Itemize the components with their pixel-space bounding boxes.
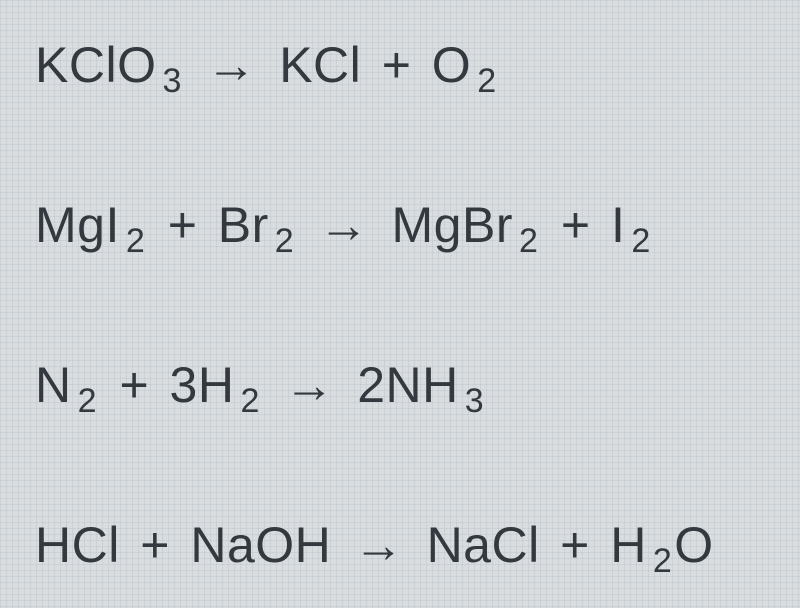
arrow-icon: → [284,360,335,410]
token: O [674,517,713,573]
subscript: 3 [162,62,181,100]
subscript: 2 [240,382,259,420]
subscript: 3 [465,382,484,420]
token: N [35,357,72,413]
equation-text: N2 + 3H2 → 2NH3 [35,360,765,410]
subscript: 2 [275,222,294,260]
token: NaOH [190,517,331,573]
token: 2NH [357,357,459,413]
plus-icon: + [119,357,149,413]
token: MgI [35,197,120,253]
plus-icon: + [168,197,198,253]
token: KCl [279,37,361,93]
arrow-icon: → [206,40,257,90]
equation-2: MgI2 + Br2 → MgBr2 + I2 [35,200,765,250]
equation-3: N2 + 3H2 → 2NH3 [35,360,765,410]
subscript: 2 [653,542,672,580]
equation-text: KClO3 → KCl + O2 [35,40,765,90]
token: HCl [35,517,120,573]
plus-icon: + [140,517,170,573]
equation-text: HCl + NaOH → NaCl + H2O [35,520,765,570]
subscript: 2 [126,222,145,260]
token: MgBr [392,197,513,253]
token: O [432,37,471,93]
plus-icon: + [560,517,590,573]
plus-icon: + [382,37,412,93]
subscript: 2 [519,222,538,260]
token: KClO [35,37,156,93]
subscript: 2 [477,62,496,100]
arrow-icon: → [319,200,370,250]
token: H [610,517,647,573]
plus-icon: + [561,197,591,253]
equation-text: MgI2 + Br2 → MgBr2 + I2 [35,200,765,250]
token: NaCl [427,517,540,573]
subscript: 2 [78,382,97,420]
equation-1: KClO3 → KCl + O2 [35,40,765,90]
equation-4: HCl + NaOH → NaCl + H2O [35,520,765,570]
arrow-icon: → [354,520,405,570]
token: 3H [170,357,235,413]
subscript: 2 [631,222,650,260]
token: I [611,197,625,253]
token: Br [218,197,269,253]
